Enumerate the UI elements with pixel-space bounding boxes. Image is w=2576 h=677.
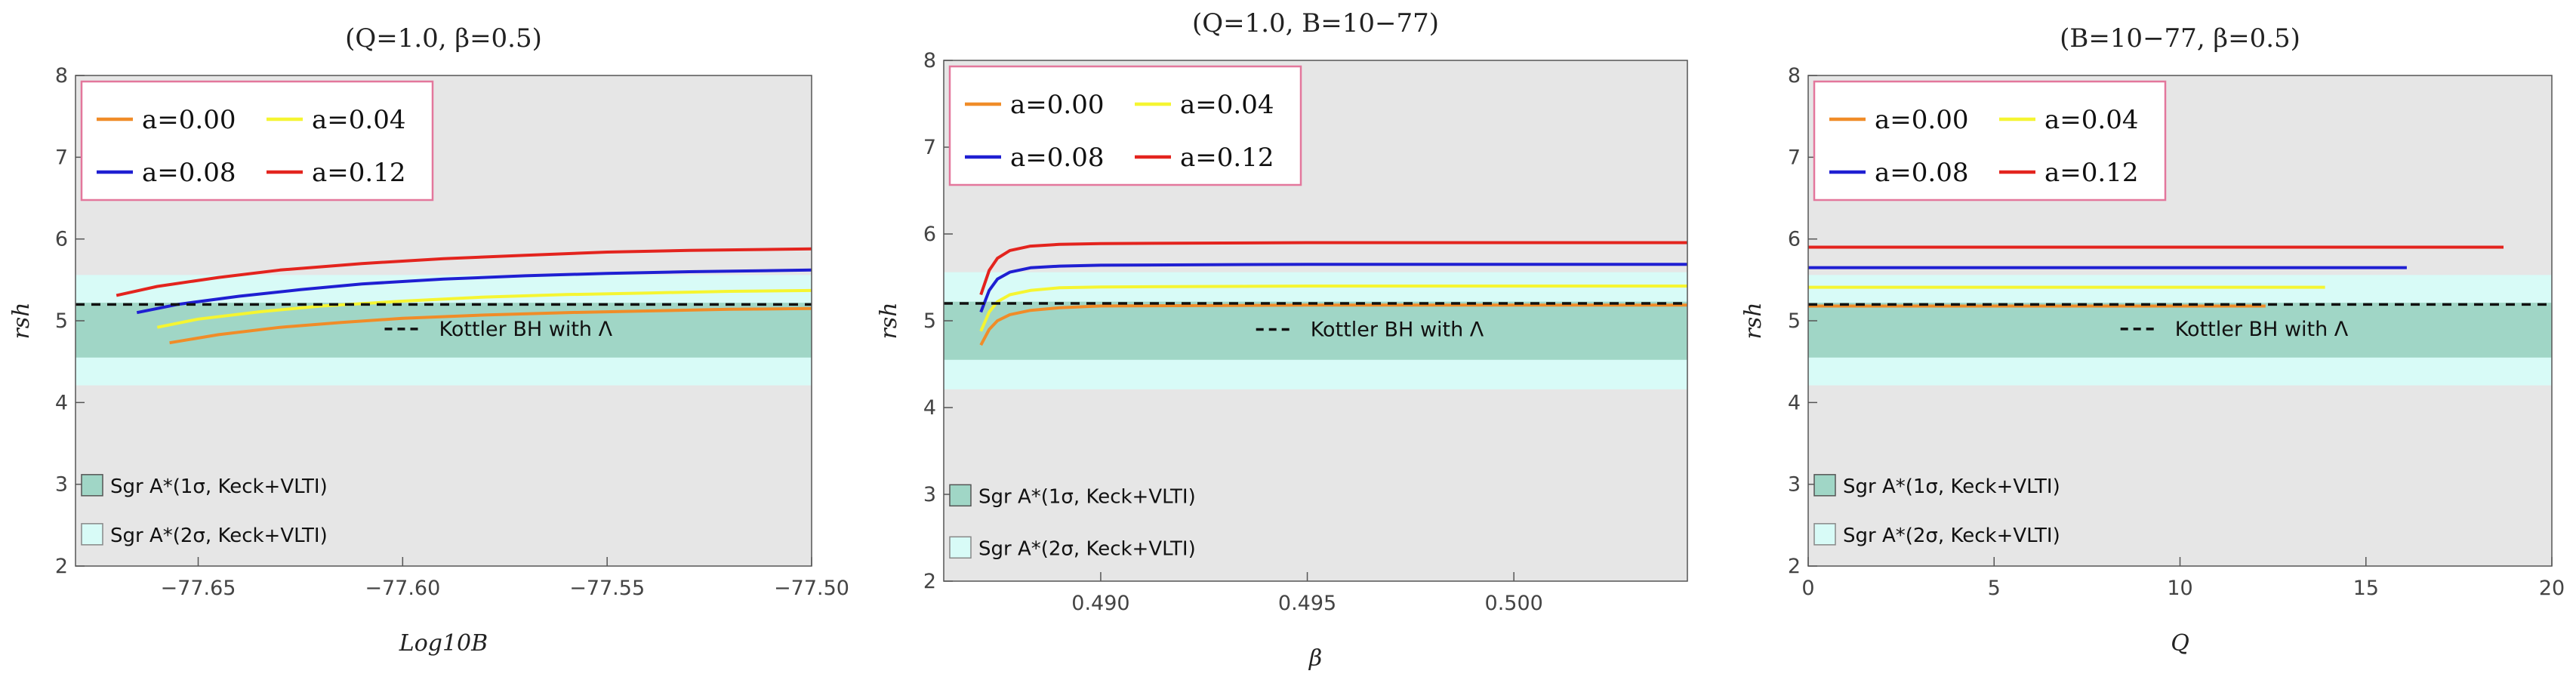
sigma2-swatch xyxy=(1813,523,1836,546)
sigma2-label: Sgr A*(2σ, Keck+VLTI) xyxy=(978,537,1196,560)
y-tick-label: 8 xyxy=(1788,64,1801,88)
chart-beta-scan: 2 3 4 5 6 7 8 0.490 0.495 0.500 (Q=1.0, B=10−77) β r… xyxy=(876,8,1688,672)
legend-label-1: a=0.04 xyxy=(312,105,405,135)
sigma2-label: Sgr A*(2σ, Keck+VLTI) xyxy=(1843,525,2060,547)
series-line-2 xyxy=(979,263,1687,313)
y-axis-label: rsh xyxy=(1740,302,1767,339)
series-line-0 xyxy=(169,306,812,345)
x-axis-label: β xyxy=(1308,645,1322,672)
sigma2-swatch xyxy=(81,523,103,546)
series-line-0 xyxy=(979,303,1687,346)
kottler-legend-label: Kottler BH with Λ xyxy=(1311,318,1484,342)
legend-label-0: a=0.00 xyxy=(1010,90,1104,120)
series-line-2 xyxy=(136,268,812,315)
x-tick-label: 15 xyxy=(2353,577,2379,600)
legend-label-3: a=0.12 xyxy=(312,158,405,188)
series-legend xyxy=(80,80,434,202)
x-tick-label: 0 xyxy=(1801,577,1814,600)
legend-label-2: a=0.08 xyxy=(142,158,236,188)
x-tick-label: −77.65 xyxy=(161,577,236,600)
series-line-1 xyxy=(156,288,812,329)
y-tick-label: 4 xyxy=(1788,391,1801,414)
chart-title: (Q=1.0, β=0.5) xyxy=(345,23,542,54)
series-line-1 xyxy=(979,285,1687,332)
y-axis-label: rsh xyxy=(8,302,35,339)
chart-title: (B=10−77, β=0.5) xyxy=(2060,23,2300,54)
y-tick-label: 2 xyxy=(1788,555,1801,578)
sigma2-label: Sgr A*(2σ, Keck+VLTI) xyxy=(110,525,328,547)
series-line-3 xyxy=(116,247,812,297)
series-legend xyxy=(948,65,1302,186)
x-axis-label: Log10B xyxy=(399,630,488,657)
chart-title: (Q=1.0, B=10−77) xyxy=(1192,8,1439,38)
x-tick-label: 10 xyxy=(2167,577,2192,600)
x-tick-label: −77.60 xyxy=(365,577,440,600)
legend-label-1: a=0.04 xyxy=(1180,90,1274,120)
sigma1-swatch xyxy=(81,474,103,497)
sigma1-label: Sgr A*(1σ, Keck+VLTI) xyxy=(978,485,1196,508)
y-tick-label: 6 xyxy=(55,228,68,251)
band-1sigma xyxy=(1808,303,2552,358)
legend-label-2: a=0.08 xyxy=(1010,143,1104,173)
x-tick-label: 20 xyxy=(2539,577,2565,600)
sigma2-swatch xyxy=(949,536,972,559)
band-1sigma xyxy=(944,301,1687,360)
y-tick-label: 3 xyxy=(55,473,68,497)
y-axis-label: rsh xyxy=(876,302,902,339)
sigma1-label: Sgr A*(1σ, Keck+VLTI) xyxy=(110,475,328,498)
legend-label-2: a=0.08 xyxy=(1875,158,1968,188)
legend-label-3: a=0.12 xyxy=(2044,158,2138,188)
y-tick-label: 6 xyxy=(1788,228,1801,251)
x-axis-label: Q xyxy=(2171,630,2189,657)
kottler-legend-label: Kottler BH with Λ xyxy=(439,318,613,341)
y-tick-label: 7 xyxy=(923,136,936,159)
series-legend xyxy=(1813,80,2167,202)
y-tick-label: 8 xyxy=(923,49,936,72)
y-tick-label: 5 xyxy=(923,309,936,333)
y-tick-label: 8 xyxy=(55,64,68,88)
y-tick-label: 5 xyxy=(1788,309,1801,333)
kottler-legend-label: Kottler BH with Λ xyxy=(2175,318,2349,341)
band-1sigma xyxy=(75,303,812,358)
x-tick-label: 5 xyxy=(1988,577,2001,600)
chart-beta-scan-logB: 2 3 4 5 6 7 8 −77.65 −77.60 −77.55 −77.50 (Q=1.0, β… xyxy=(8,23,849,657)
panel-1: 2 3 4 5 6 7 8 −77.65 −77.60 −77.55 −77.50 (Q=1.0, β… xyxy=(0,0,849,677)
x-tick-label: 0.490 xyxy=(1071,592,1129,615)
y-tick-label: 2 xyxy=(923,570,936,593)
y-tick-label: 5 xyxy=(55,309,68,333)
series-line-3 xyxy=(979,241,1687,296)
x-tick-label: 0.500 xyxy=(1485,592,1543,615)
y-tick-label: 7 xyxy=(55,146,68,169)
y-tick-label: 2 xyxy=(55,555,68,578)
legend-label-3: a=0.12 xyxy=(1180,143,1274,173)
y-tick-label: 3 xyxy=(1788,473,1801,497)
sigma1-swatch xyxy=(949,484,972,507)
panel-2: 2 3 4 5 6 7 8 0.490 0.495 0.500 (Q=1.0, B=10−77) β r… xyxy=(864,0,1688,677)
x-tick-label: −77.55 xyxy=(569,577,645,600)
y-tick-label: 4 xyxy=(923,396,936,420)
legend-label-0: a=0.00 xyxy=(1875,105,1968,135)
sigma1-swatch xyxy=(1813,474,1836,497)
y-tick-label: 6 xyxy=(923,223,936,246)
legend-label-0: a=0.00 xyxy=(142,105,236,135)
x-tick-label: −77.50 xyxy=(774,577,849,600)
x-tick-label: 0.495 xyxy=(1278,592,1336,615)
y-tick-label: 4 xyxy=(55,391,68,414)
legend-label-1: a=0.04 xyxy=(2044,105,2138,135)
y-tick-label: 3 xyxy=(923,483,936,506)
y-tick-label: 7 xyxy=(1788,146,1801,169)
sigma1-label: Sgr A*(1σ, Keck+VLTI) xyxy=(1843,475,2060,498)
